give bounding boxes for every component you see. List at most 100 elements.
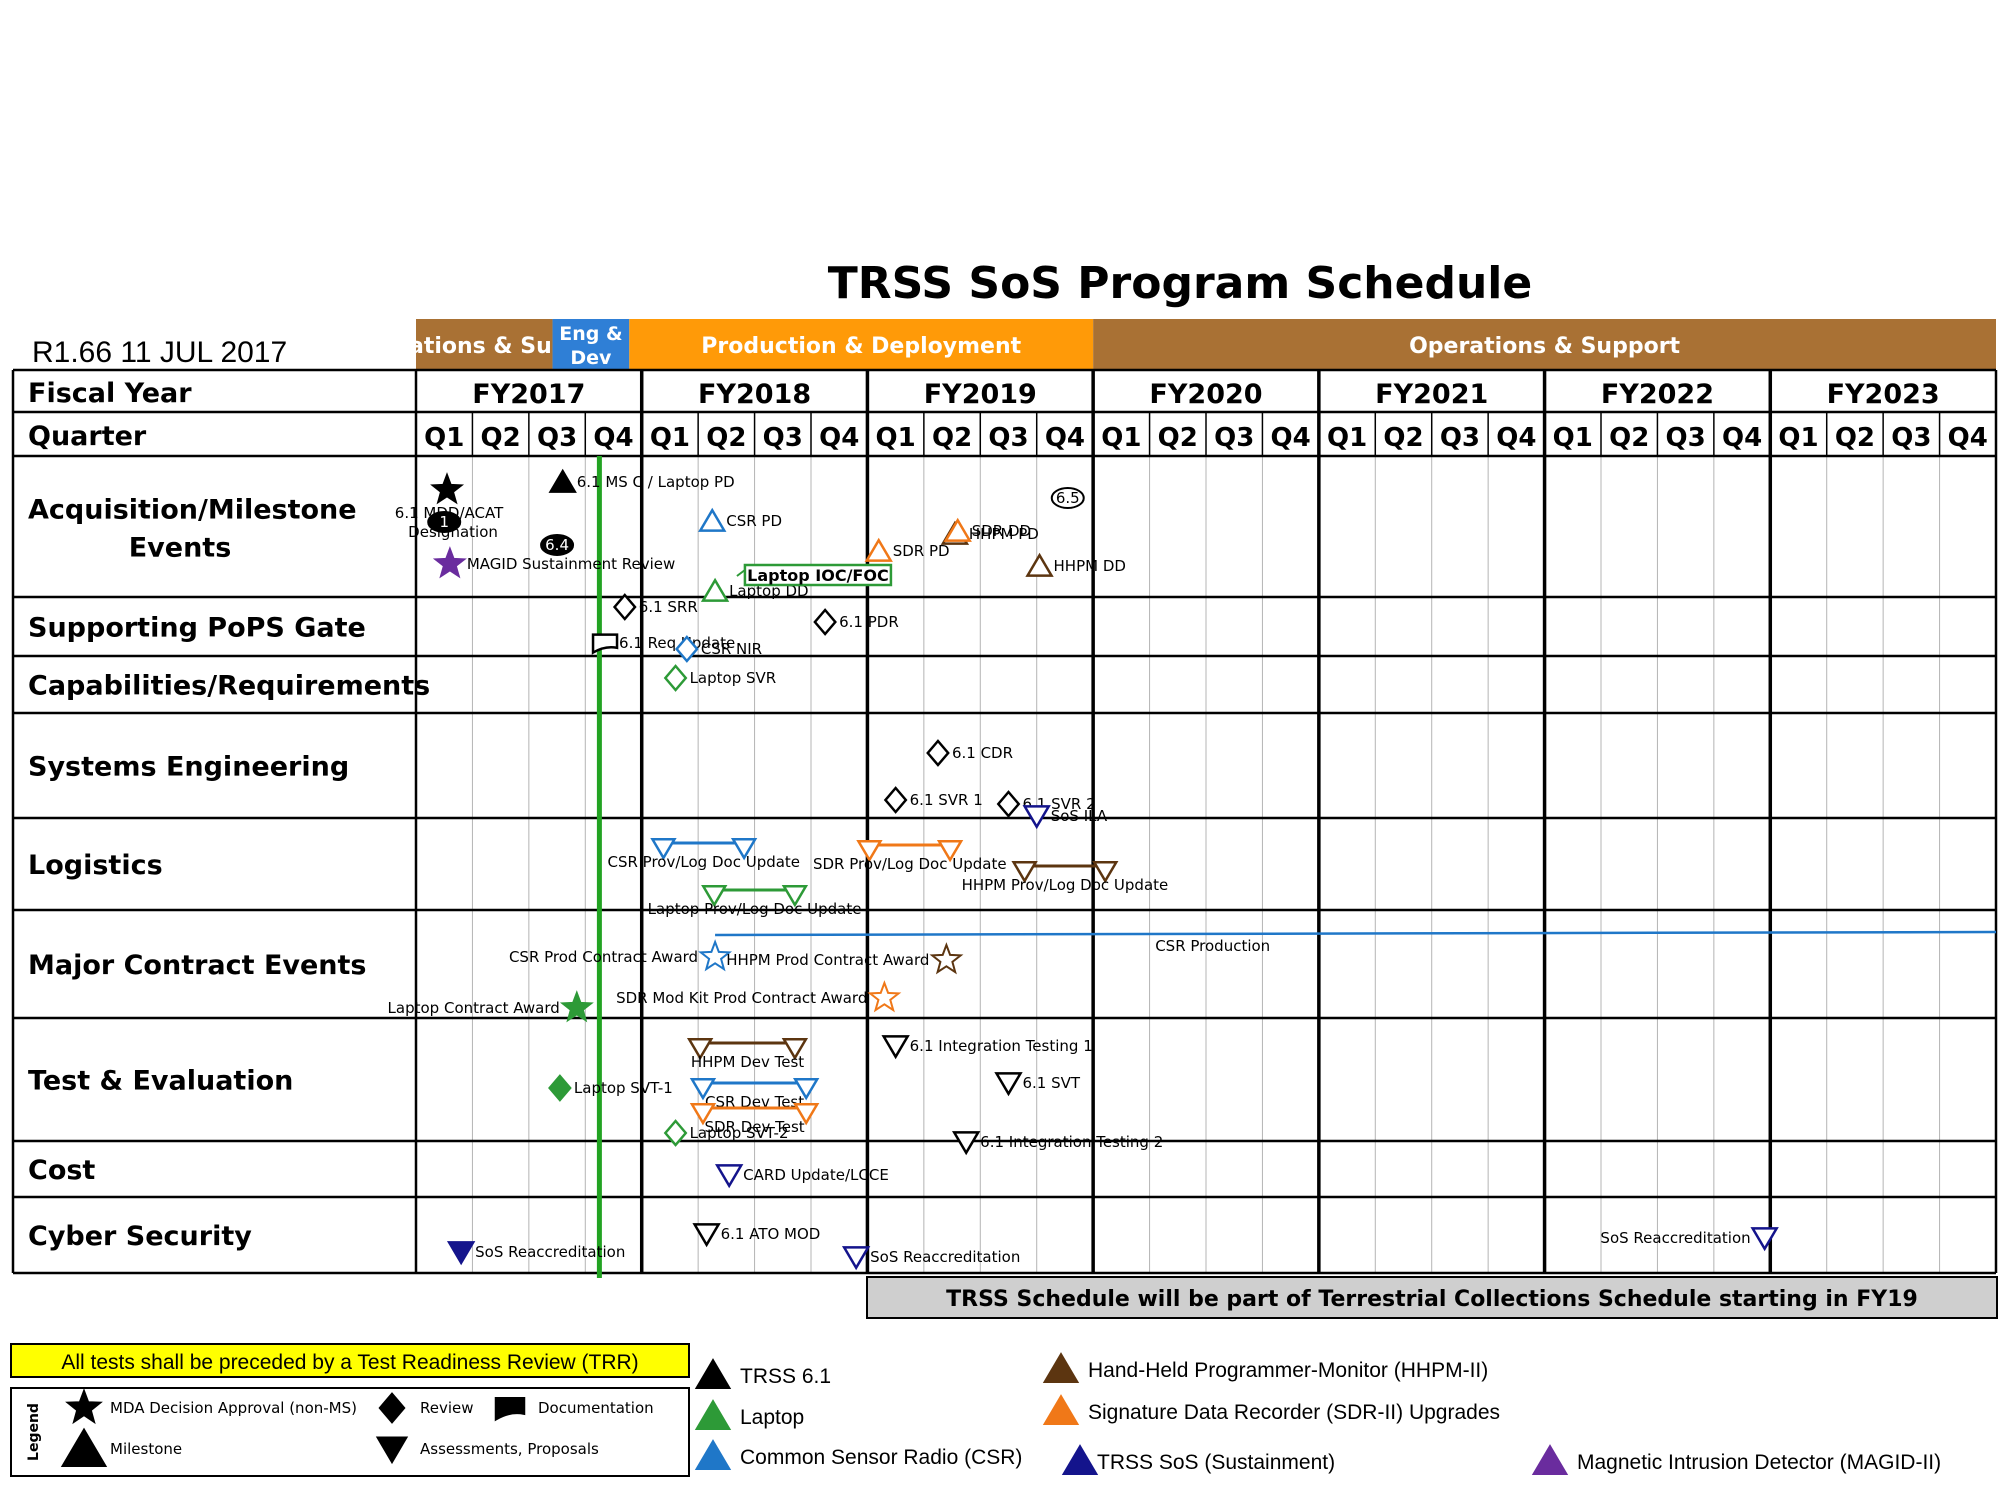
- quarter-header: Q2: [706, 423, 746, 453]
- pops-gate-oval: [540, 534, 575, 556]
- milestone-event: SoS Reaccreditation: [841, 1246, 1020, 1271]
- legend-color-icon: [1042, 1352, 1080, 1384]
- trr-note-text: All tests shall be preceded by a Test Re…: [61, 1351, 638, 1374]
- pops-gate-oval: [1050, 487, 1085, 509]
- tri-down-marker: [841, 1246, 871, 1271]
- row-label: Events: [129, 533, 232, 564]
- event-label: 6.1 Req Update: [619, 634, 735, 652]
- star-marker: [430, 472, 465, 505]
- fiscal-year-header: FY2020: [1149, 379, 1262, 410]
- span-label: SDR Dev Test: [704, 1118, 804, 1136]
- quarter-header: Q1: [1101, 423, 1141, 453]
- event-label: 6.1 Integration Testing 1: [910, 1037, 1093, 1055]
- diamond-marker: [663, 664, 688, 692]
- production-line-label: CSR Production: [1155, 937, 1270, 955]
- span-end-marker: [1092, 860, 1119, 884]
- span-bar: CSR Prov/Log Doc Update: [608, 837, 801, 871]
- span-bar: HHPM Prov/Log Doc Update: [962, 860, 1168, 894]
- legend-tri-up-icon: [60, 1427, 108, 1468]
- quarter-header: Q1: [1327, 423, 1367, 453]
- event-label: MAGID Sustainment Review: [467, 555, 675, 573]
- fy19-banner-text: TRSS Schedule will be part of Terrestria…: [946, 1287, 1918, 1312]
- star-marker: [867, 980, 902, 1013]
- pops-gate-label: 6.4: [545, 536, 569, 554]
- span-start-marker: [701, 884, 728, 908]
- fiscal-year-header: FY2022: [1601, 379, 1714, 410]
- event-label: SoS Reaccreditation: [475, 1243, 625, 1261]
- event-label: CSR PD: [726, 512, 782, 530]
- span-bar: HHPM Dev Test: [686, 1037, 809, 1071]
- quarter-header: Q1: [424, 423, 464, 453]
- event-label: SoS Reaccreditation: [870, 1248, 1020, 1266]
- star-marker: [698, 939, 733, 972]
- quarter-header: Q2: [1609, 423, 1649, 453]
- revision-label: R1.66 11 JUL 2017: [32, 336, 287, 369]
- quarter-header: Q4: [1948, 423, 1988, 453]
- diamond-marker: [926, 739, 950, 767]
- row-label: Cyber Security: [28, 1221, 252, 1252]
- tri-down-marker: [1022, 805, 1051, 830]
- phase-segment: [1093, 319, 1996, 370]
- event-label: 6.1 CDR: [952, 744, 1013, 762]
- quarter-header: Q2: [932, 423, 972, 453]
- quarter-header: Q1: [650, 423, 690, 453]
- row-label: Acquisition/Milestone: [28, 495, 357, 526]
- legend-diamond-icon: [378, 1392, 406, 1424]
- span-start-marker: [689, 1102, 717, 1126]
- span-label: SDR Prov/Log Doc Update: [813, 855, 1007, 873]
- phase-label: Production & Deployment: [701, 334, 1021, 359]
- phase-segment: [629, 319, 1094, 370]
- span-end-marker: [781, 884, 809, 908]
- quarter-header: Q2: [1835, 423, 1875, 453]
- milestone-event: 6.1 Integration Testing 2: [951, 1131, 1163, 1156]
- span-start-marker: [689, 1077, 717, 1101]
- milestone-event: SoS Reaccreditation: [446, 1241, 625, 1266]
- milestone-event: Laptop DD: [700, 577, 809, 602]
- event-label: SoS ILA: [1051, 807, 1108, 825]
- tri-down-marker: [951, 1131, 981, 1156]
- quarter-header: Q3: [1891, 423, 1931, 453]
- quarter-header: Q3: [1440, 423, 1480, 453]
- fiscal-year-header: FY2023: [1827, 379, 1940, 410]
- fiscal-year-header: FY2021: [1375, 379, 1488, 410]
- quarter-header: Q3: [1666, 423, 1706, 453]
- quarter-header: Q3: [1214, 423, 1254, 453]
- quarter-header: Q1: [1553, 423, 1593, 453]
- event-label: Laptop SVT-2: [690, 1124, 789, 1142]
- span-label: Laptop Prov/Log Doc Update: [648, 900, 862, 918]
- callout-leader: [736, 569, 746, 577]
- span-end-marker: [936, 839, 964, 863]
- tri-up-marker: [548, 468, 577, 493]
- callout-box: Laptop IOC/FOC: [736, 563, 893, 587]
- row-label: Logistics: [28, 850, 163, 881]
- quarter-header: Q3: [988, 423, 1028, 453]
- schedule-marks: CSR Production CSR Prov/Log Doc Update Lap…: [388, 456, 1997, 1278]
- chart-title: TRSS SoS Program Schedule: [828, 258, 1532, 309]
- span-end-marker: [792, 1102, 820, 1126]
- tri-up-marker: [864, 537, 893, 562]
- event-label: CSR Prod Contract Award: [509, 948, 698, 966]
- doc-marker: [591, 633, 619, 655]
- pops-gate-label: 1: [439, 513, 449, 531]
- legend-color-label: TRSS 6.1: [740, 1365, 831, 1388]
- milestone-event: 6.1 Integration Testing 1: [881, 1035, 1093, 1060]
- milestone-event: MAGID Sustainment Review: [432, 546, 675, 579]
- row-label: Systems Engineering: [28, 752, 349, 783]
- star-marker: [929, 942, 964, 975]
- event-label: 6.1 Integration Testing 2: [980, 1133, 1163, 1151]
- quarter-label: Quarter: [28, 421, 147, 452]
- legend-color-label: Signature Data Recorder (SDR-II) Upgrade…: [1088, 1401, 1500, 1424]
- span-label: CSR Prov/Log Doc Update: [608, 853, 801, 871]
- quarter-header: Q3: [537, 423, 577, 453]
- quarter-header: Q1: [876, 423, 916, 453]
- milestone-event: CARD Update/LCCE: [714, 1164, 889, 1189]
- row-label: Major Contract Events: [28, 950, 367, 981]
- event-label: 6.1 ATO MOD: [721, 1225, 821, 1243]
- legend-shape-label: Assessments, Proposals: [420, 1440, 599, 1458]
- event-label: HHPM DD: [1054, 557, 1126, 575]
- event-label: CARD Update/LCCE: [743, 1166, 889, 1184]
- legend-shape-label: Milestone: [110, 1440, 182, 1458]
- diamond-marker: [996, 790, 1021, 818]
- phase-segment: [416, 319, 553, 370]
